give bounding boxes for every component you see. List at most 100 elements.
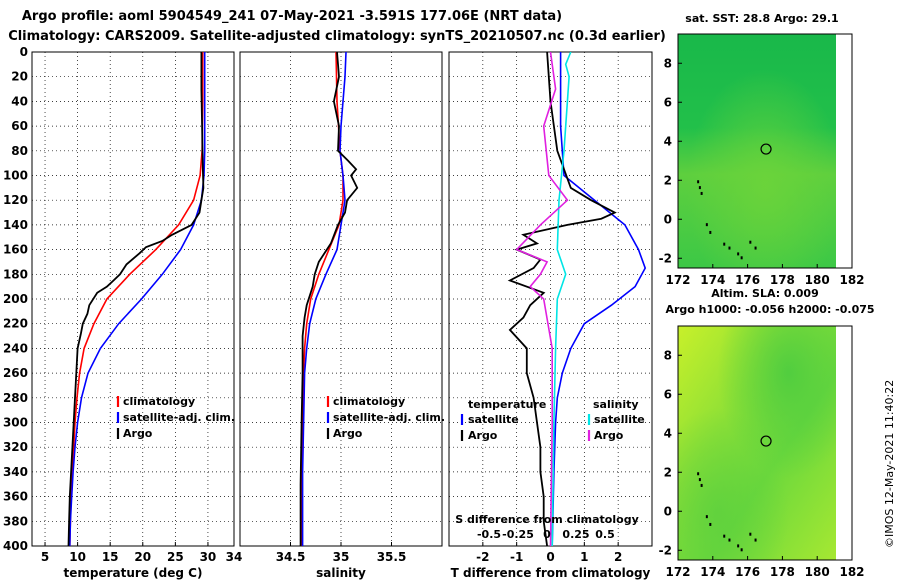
salinity-panel: 34.5 35 35.5 salinity climatology satellite-a… [239,51,445,580]
sla-map-island [700,483,703,487]
sla-map-ytick-label: 2 [664,465,672,479]
diff-legend-salinity-title: salinity [593,398,639,411]
sla-map-island [754,538,757,542]
temperature-legend-label: Argo [123,427,153,440]
diff-legend-left-label: Argo [468,429,498,442]
sst-map-island [740,256,743,260]
temperature-ytick-label: 260 [3,366,28,380]
temperature-ytick-label: 380 [3,514,28,528]
sst-map-xtick-label: 174 [700,273,725,287]
temperature-ytick-label: 240 [3,341,28,355]
temperature-series-argo [67,52,205,546]
sst-map-ytick-label: 6 [664,95,672,109]
temperature-panel: 5 10 15 20 25 30 34 temperature (deg C) 0 20 40 60 8… [3,45,242,580]
temperature-xlabel: temperature (deg C) [64,566,203,580]
difference-xtick-label: -2 [476,550,489,564]
temperature-ytick-label: 160 [3,243,28,257]
header-line-2: Climatology: CARS2009. Satellite-adjuste… [8,29,666,44]
temperature-ytick-label: 60 [11,119,28,133]
temperature-xtick-label: 5 [41,550,49,564]
sst-map-ytick-label: 4 [664,134,672,148]
temperature-ytick-label: 140 [3,218,28,232]
difference-series-s-satellite [551,52,572,546]
sst-map-xtick-label: 172 [665,273,690,287]
temperature-ytick-label: 360 [3,490,28,504]
sla-map-island [705,515,708,519]
sst-map-ytick-label: 8 [664,56,672,70]
sst-map-island [698,186,701,190]
sst-map-ytick-label: 0 [664,212,672,226]
sst-map-xtick-label: 178 [770,273,795,287]
sst-map-ytick-label: -2 [659,251,672,265]
temperature-ytick-label: 20 [11,70,28,84]
sla-map-panel: 172 174 176 178 180 182 -2 0 2 4 6 8 [659,325,865,579]
sla-map-island [698,478,701,482]
sla-map-title-line-1: Altim. SLA: 0.009 [711,287,818,300]
temperature-ytick-label: 320 [3,440,28,454]
diff-top-tick-label: 0.25 [562,528,589,541]
difference-series-t-argo [507,52,617,546]
sst-map-title: sat. SST: 28.8 Argo: 29.1 [685,12,838,25]
salinity-legend-label: satellite-adj. clim. [333,411,445,424]
sst-map-ytick-label: 2 [664,173,672,187]
difference-xtick-label: -1 [510,550,523,564]
sla-map-frame [677,325,853,561]
sst-map-argo-marker [760,143,772,155]
sla-map-xtick-label: 180 [805,565,830,579]
sla-map-argo-marker [760,435,772,447]
imos-timestamp: ©IMOS 12-May-2021 11:40:22 [883,380,896,548]
diff-top-tick-label: -0.5 [477,528,501,541]
diff-legend-right-label: Argo [594,429,624,442]
salinity-xtick-label: 35 [333,550,350,564]
temperature-ytick-label: 220 [3,317,28,331]
sla-map-island [723,534,726,538]
temperature-ytick-label: 340 [3,465,28,479]
sst-map-field-overlay [678,34,836,268]
temperature-ytick-label: 200 [3,292,28,306]
difference-series-s-argo [515,52,569,546]
difference-xtick-label: 0 [546,550,554,564]
sla-map-island [749,532,752,536]
sla-map-ytick-label: 4 [664,426,672,440]
temperature-ytick-label: 300 [3,416,28,430]
temperature-xtick-label: 25 [167,550,184,564]
temperature-xtick-label: 10 [69,550,86,564]
sst-map-island [737,252,740,256]
sla-map-island [697,472,700,476]
diff-top-xlabel: S difference from climatology [455,513,639,526]
sla-map-title-line-2: Argo h1000: -0.056 h2000: -0.075 [665,303,874,316]
sla-map-xtick-label: 178 [770,565,795,579]
temperature-ytick-label: 120 [3,193,28,207]
sla-map-field-overlay-2 [678,326,836,560]
temperature-ytick-label: 180 [3,267,28,281]
difference-series-t-satellite [551,52,647,546]
temperature-ytick-label: 40 [11,94,28,108]
temperature-legend-label: satellite-adj. clim. [123,411,235,424]
salinity-xtick-label: 35.5 [377,550,407,564]
header-line-1: Argo profile: aoml 5904549_241 07-May-20… [22,9,562,24]
sst-map-island [728,246,731,250]
temperature-ytick-label: 100 [3,169,28,183]
diff-legend-left-label: satellite [468,413,519,426]
temperature-series-satellite-adj-clim- [69,52,206,546]
difference-xtick-label: 1 [580,550,588,564]
sla-map-xtick-label: 172 [665,565,690,579]
sst-map-xtick-label: 180 [805,273,830,287]
diff-legend-right-label: satellite [594,413,645,426]
sst-map-island [749,240,752,244]
sla-map-ytick-label: 8 [664,348,672,362]
temperature-legend-label: climatology [123,395,195,408]
salinity-xlabel: salinity [316,566,366,580]
sla-map-xtick-label: 176 [735,565,760,579]
temperature-ytick-label: 0 [20,45,28,59]
difference-panel: -2 -1 0 1 2 T difference from climatology temp… [448,51,653,580]
salinity-series-satellite-adj-clim- [301,52,347,546]
temperature-ytick-label: 80 [11,144,28,158]
temperature-xtick-label: 15 [102,550,119,564]
temperature-xtick-label: 30 [200,550,217,564]
sst-map-island [709,230,712,234]
sla-map-island [709,522,712,526]
temperature-xtick-label: 34 [226,550,243,564]
diff-top-tick-label: 0 [543,528,551,541]
